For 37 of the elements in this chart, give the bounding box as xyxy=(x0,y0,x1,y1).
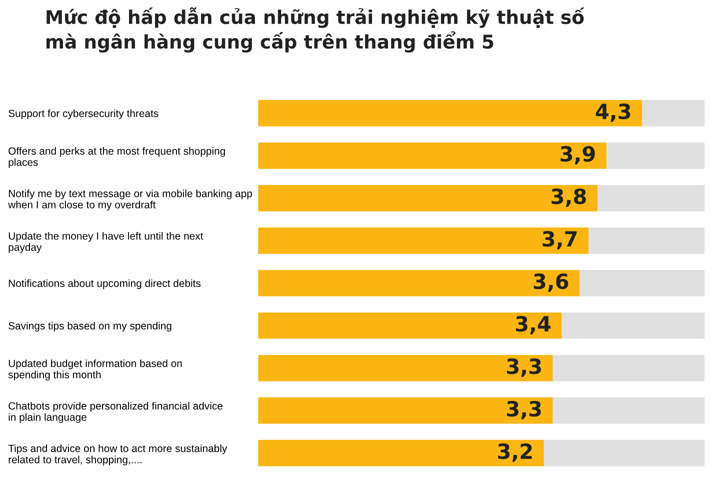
bar xyxy=(258,100,642,126)
y-tick-label: Notify me by text message or via mobile banking app when I am close to my overdraft xyxy=(8,190,252,210)
data-label: 3,9 xyxy=(560,146,595,164)
bar xyxy=(258,312,562,339)
y-tick-label: Savings tips based on my spending xyxy=(8,322,172,332)
y-tick-label: Updated budget information based on spending this month xyxy=(8,359,182,380)
bar xyxy=(258,142,606,169)
data-label: 4,3 xyxy=(596,103,630,122)
data-label: 3,3 xyxy=(507,400,541,420)
bar xyxy=(258,397,553,424)
y-tick-label: Chatbots provide personalized financial advice in plain language xyxy=(8,402,222,423)
bar xyxy=(552,397,705,424)
data-label: 3,7 xyxy=(542,230,577,250)
bar xyxy=(258,440,544,466)
bar xyxy=(258,354,553,382)
bar xyxy=(562,312,705,339)
bar xyxy=(598,185,705,212)
bar xyxy=(544,440,705,466)
data-label: 3,6 xyxy=(534,273,568,292)
bar xyxy=(258,185,598,212)
bar xyxy=(606,142,705,169)
bar xyxy=(580,270,705,296)
y-tick-label: Support for cybersecurity threats xyxy=(8,109,158,120)
data-label: 3,4 xyxy=(516,316,551,334)
chart-title: Mức độ hấp dẫn của những trải nghiệm kỹ thuật số mà ngân hàng cung cấp trên thang điểm 5 xyxy=(46,7,584,53)
y-tick-label: Tips and advice on how to act more sustainably related to travel, shopping,.... xyxy=(8,444,228,466)
data-label: 3,8 xyxy=(552,188,586,207)
bar xyxy=(642,100,705,126)
data-label: 3,2 xyxy=(498,443,532,462)
bar xyxy=(258,270,580,296)
y-tick-label: Notifications about upcoming direct debits xyxy=(8,279,201,290)
bar xyxy=(552,354,705,382)
y-tick-label: Update the money I have left until the next payday xyxy=(8,232,204,253)
y-tick-label: Offers and perks at the most frequent shopping places xyxy=(8,147,225,168)
bar xyxy=(258,227,589,254)
data-label: 3,3 xyxy=(507,358,541,377)
bar xyxy=(588,227,705,254)
